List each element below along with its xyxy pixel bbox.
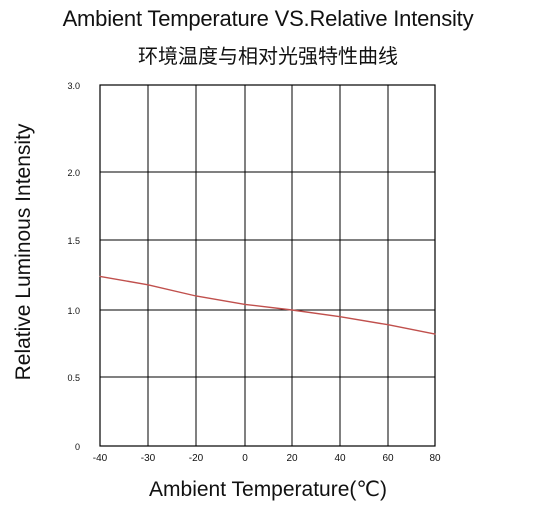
y-tick-label: 1.5: [67, 236, 80, 246]
series-line: [99, 275, 436, 335]
data-point: [147, 284, 149, 286]
x-tick-label: -30: [141, 453, 156, 464]
x-tick-label: 60: [382, 453, 394, 464]
x-tick-label: 40: [334, 453, 346, 464]
y-tick-label: 0.5: [67, 373, 80, 383]
x-tick-label: 0: [242, 453, 248, 464]
x-tick-label: 80: [429, 453, 441, 464]
data-point: [291, 309, 293, 311]
data-point: [195, 295, 197, 297]
data-point: [244, 303, 246, 305]
y-tick-label: 3.0: [67, 81, 80, 91]
x-axis-label: Ambient Temperature(℃): [149, 478, 387, 501]
x-tick-label: 20: [286, 453, 298, 464]
y-tick-label: 0: [75, 442, 80, 452]
data-point: [99, 275, 101, 277]
x-tick-label: -20: [189, 453, 204, 464]
chart-subtitle: 环境温度与相对光强特性曲线: [138, 44, 398, 68]
y-tick-label: 1.0: [67, 306, 80, 316]
data-point: [339, 316, 341, 318]
data-point: [387, 324, 389, 326]
x-tick-label: -40: [93, 453, 108, 464]
y-tick-label: 2.0: [67, 168, 80, 178]
plot-frame: [99, 84, 436, 447]
data-point: [434, 333, 436, 335]
chart-title: Ambient Temperature VS.Relative Intensit…: [62, 6, 474, 31]
